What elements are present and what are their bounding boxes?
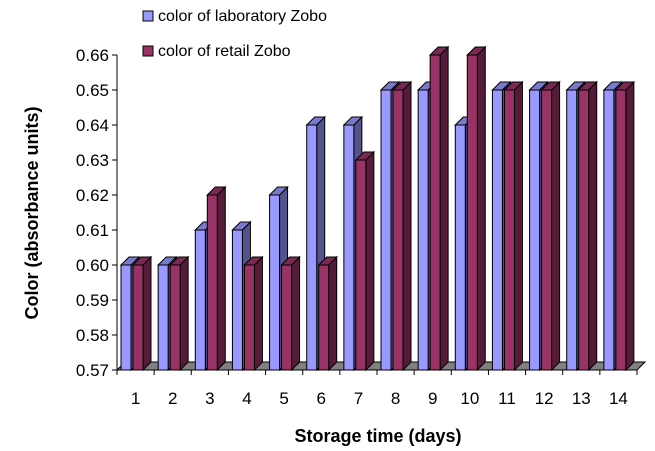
bar-side (365, 150, 375, 372)
bar-front (132, 264, 144, 371)
bar-front (355, 159, 367, 371)
bar-front (243, 264, 255, 371)
bar-front (603, 89, 615, 371)
bar (466, 45, 487, 372)
bar-side (328, 255, 338, 372)
y-tick-label: 0.62 (76, 186, 109, 205)
bar-side (476, 45, 486, 372)
bar (131, 255, 153, 372)
y-axis-title: Color (absorbance units) (22, 106, 42, 319)
y-tick-label: 0.65 (76, 81, 109, 100)
bar (391, 80, 413, 372)
x-tick-label: 12 (535, 389, 554, 408)
bar-side (513, 80, 523, 372)
legend-swatch (142, 10, 154, 22)
x-tick-label: 5 (279, 389, 288, 408)
x-tick-labels: 1 2 3 4 5 6 7 8 9 10 11 12 13 14 (131, 389, 628, 408)
bar-front (281, 264, 293, 371)
x-tick-label: 2 (168, 389, 177, 408)
x-tick-label: 3 (205, 389, 214, 408)
bar-side (253, 255, 263, 372)
bar-side (625, 80, 635, 372)
y-tick-label: 0.60 (76, 256, 109, 275)
bar (540, 80, 561, 372)
x-tick-label: 8 (391, 389, 400, 408)
x-tick-label: 9 (428, 389, 437, 408)
bar-front (318, 264, 330, 371)
bar-side (439, 45, 449, 372)
bar-front (380, 89, 392, 371)
bar-front (120, 264, 132, 371)
legend-label: color of retail Zobo (158, 43, 291, 60)
bar-front (417, 89, 429, 371)
bar (206, 185, 227, 372)
y-tick-label: 0.64 (76, 116, 109, 135)
bar-front (466, 54, 478, 371)
bar (280, 255, 301, 372)
legend: color of laboratory Zobo color of retail … (142, 8, 327, 60)
bar (503, 80, 524, 372)
x-tick-label: 10 (460, 389, 479, 408)
bar (243, 255, 264, 372)
bar-front (269, 194, 281, 371)
x-tick-label: 1 (131, 389, 140, 408)
bar-side (216, 185, 226, 372)
bar (577, 80, 598, 372)
bars (119, 45, 636, 372)
bar (168, 255, 190, 372)
bar-front (491, 89, 503, 371)
x-tick-label: 6 (317, 389, 326, 408)
bar-front (231, 229, 243, 371)
bar (317, 255, 338, 372)
bar-side (588, 80, 598, 372)
bar (428, 45, 450, 372)
bar-side (551, 80, 561, 372)
x-tick-label: 11 (498, 389, 516, 408)
bar-front (429, 54, 441, 371)
bar-front (206, 194, 218, 371)
x-axis-title: Storage time (days) (294, 426, 461, 446)
bar-side (291, 255, 301, 372)
y-tick-labels: 0.57 0.58 0.59 0.60 0.61 0.62 0.63 0.64 0.65 0.66 (76, 46, 109, 380)
bar-front (169, 264, 181, 371)
bar-front (306, 124, 318, 371)
x-tick-label: 14 (609, 389, 628, 408)
x-tick-label: 13 (572, 389, 591, 408)
y-tick-label: 0.63 (76, 151, 109, 170)
bar-front (578, 89, 590, 371)
legend-swatch (142, 45, 154, 57)
bar-side (142, 255, 152, 372)
y-tick-label: 0.58 (76, 326, 109, 345)
y-tick-label: 0.57 (76, 361, 109, 380)
bar-front (541, 89, 553, 371)
bar (614, 80, 636, 372)
bar-side (179, 255, 189, 372)
bar-front (566, 89, 578, 371)
y-tick-label: 0.59 (76, 291, 109, 310)
bar-front (454, 124, 466, 371)
x-tick-label: 4 (242, 389, 251, 408)
x-tick-label: 7 (354, 389, 363, 408)
y-tick-label: 0.61 (76, 221, 109, 240)
bar-front (503, 89, 515, 371)
bar-front (392, 89, 404, 371)
bar (354, 150, 376, 372)
bar-front (343, 124, 355, 371)
bar-front (194, 229, 206, 371)
bar-front (529, 89, 541, 371)
bar-front (157, 264, 169, 371)
legend-label: color of laboratory Zobo (158, 8, 327, 25)
y-tick-label: 0.66 (76, 46, 109, 65)
bar-front (615, 89, 627, 371)
bar-side (402, 80, 412, 372)
